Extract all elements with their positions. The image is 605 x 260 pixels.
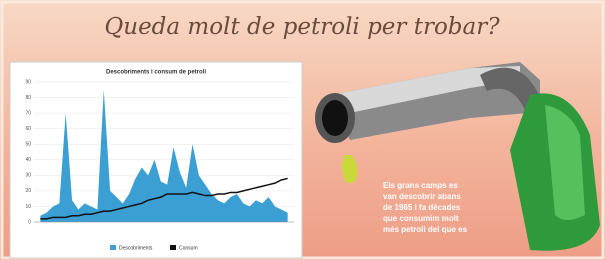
chart-title: Descobriments i consum de petroli [106, 70, 206, 76]
caption-line: que consumim molt [383, 214, 459, 223]
caption-line: de 1965 i fa dècades [383, 203, 461, 212]
legend-swatch [170, 245, 176, 250]
y-tick-label: 50 [25, 142, 31, 148]
legend-label: Consum [179, 245, 198, 251]
legend-label: Descobriments [119, 245, 153, 251]
canvas: Queda molt de petroli per trobar? Descob… [0, 0, 605, 260]
y-tick-label: 90 [25, 79, 31, 85]
y-tick-label: 20 [25, 188, 31, 194]
caption-line: més petroli del que es [383, 225, 468, 234]
y-tick-label: 0 [28, 219, 31, 225]
title: Queda molt de petroli per trobar? [104, 14, 500, 40]
caption-line: Els grans camps es [383, 181, 458, 190]
legend-swatch [110, 245, 116, 250]
y-tick-label: 40 [25, 157, 31, 163]
y-tick-label: 30 [25, 173, 31, 179]
y-tick-label: 70 [25, 110, 31, 116]
infographic: Queda molt de petroli per trobar? Descob… [0, 0, 605, 260]
y-tick-label: 10 [25, 204, 31, 210]
y-tick-label: 60 [25, 126, 31, 132]
caption-line: van descobrir abans [383, 192, 461, 201]
y-tick-label: 80 [25, 95, 31, 101]
